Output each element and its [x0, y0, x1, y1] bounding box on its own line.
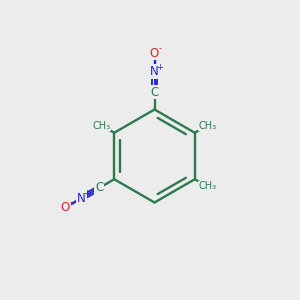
Text: C: C: [150, 85, 159, 99]
Text: +: +: [83, 189, 90, 198]
Text: O: O: [61, 201, 70, 214]
Text: -: -: [69, 199, 72, 208]
Text: CH₃: CH₃: [198, 182, 216, 191]
Text: N: N: [77, 192, 86, 205]
Text: O: O: [150, 46, 159, 60]
Text: +: +: [157, 63, 163, 72]
Text: -: -: [158, 44, 161, 53]
Text: C: C: [95, 182, 103, 194]
Text: CH₃: CH₃: [198, 121, 216, 130]
Text: N: N: [150, 65, 159, 78]
Text: CH₃: CH₃: [93, 121, 111, 130]
